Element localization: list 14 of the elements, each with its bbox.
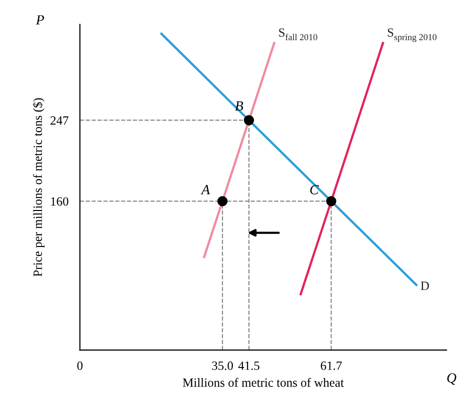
annotation: C	[310, 185, 319, 194]
x-tick-label: 41.5	[238, 362, 260, 370]
x-axis-title: Millions of metric tons of wheat	[182, 378, 344, 387]
x-tick-label: 61.7	[320, 362, 342, 370]
y-axis-title: Price per millions of metric tons ($)	[32, 98, 44, 276]
x-tick-label: 35.0	[212, 361, 233, 370]
x-tick-label: 0	[77, 361, 83, 370]
text: P	[36, 15, 44, 24]
annotation: A	[200, 185, 210, 194]
annotation: B	[235, 101, 244, 111]
series-label: D	[420, 282, 429, 290]
y-tick-label: 160	[51, 197, 68, 206]
y-tick-label: 247	[50, 116, 68, 125]
text: Q	[447, 373, 456, 385]
